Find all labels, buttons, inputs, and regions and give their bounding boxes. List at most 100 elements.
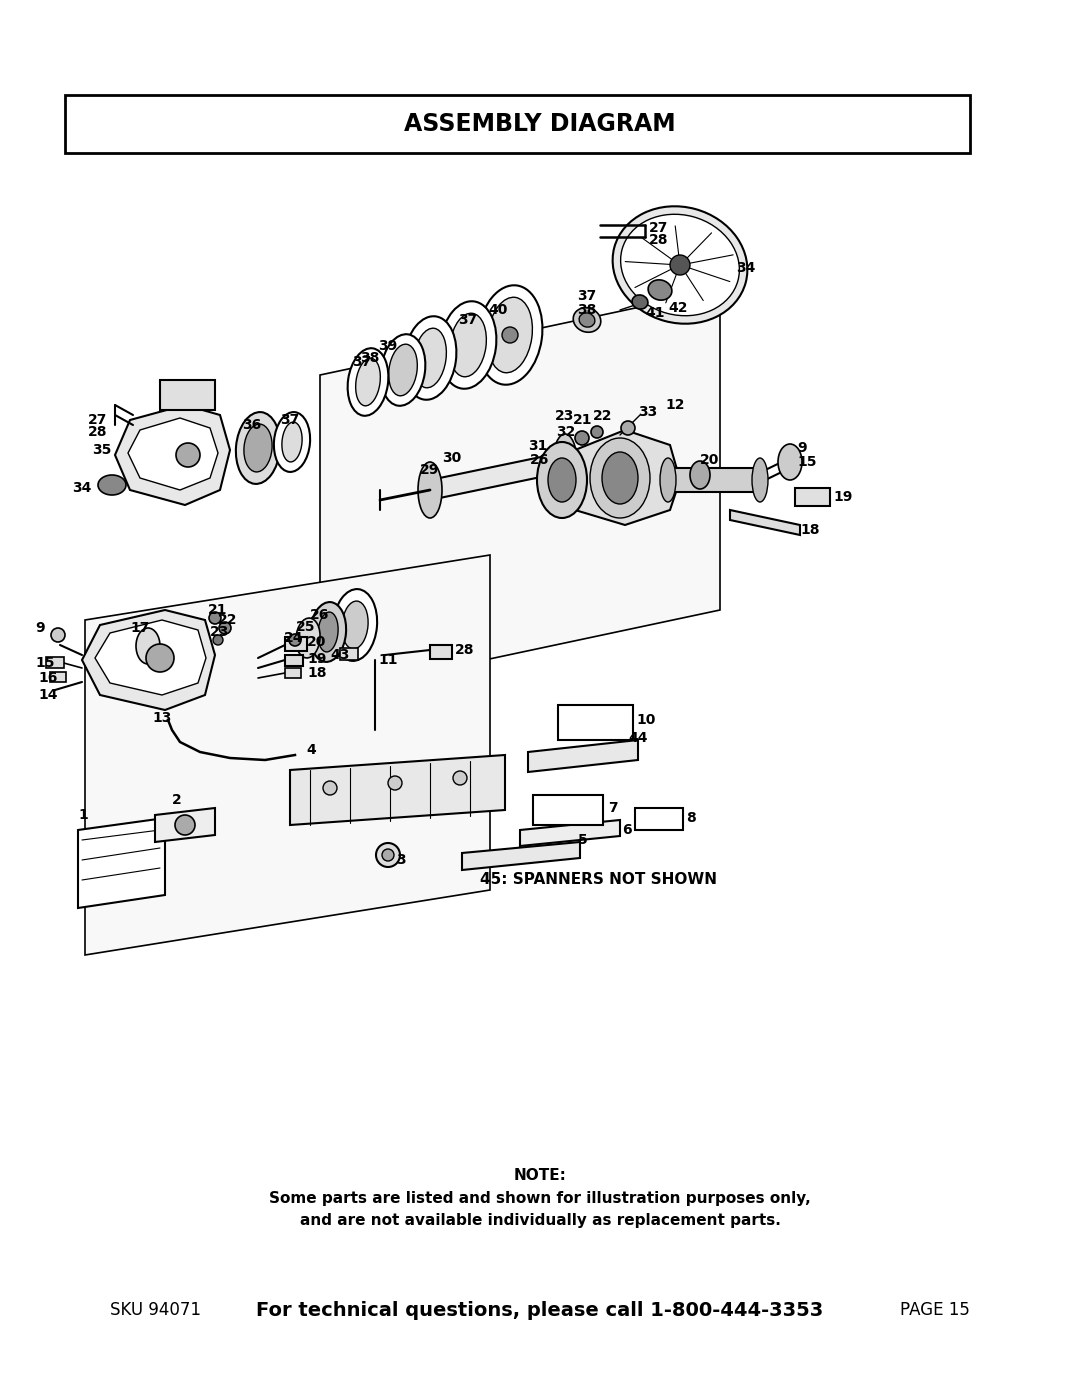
Ellipse shape bbox=[418, 462, 442, 518]
Bar bbox=[534, 795, 603, 826]
Text: 29: 29 bbox=[420, 462, 440, 476]
Ellipse shape bbox=[660, 458, 676, 502]
Text: 18: 18 bbox=[800, 522, 820, 536]
Ellipse shape bbox=[244, 425, 272, 472]
Text: 11: 11 bbox=[378, 652, 397, 666]
Text: 19: 19 bbox=[833, 490, 852, 504]
Text: 18: 18 bbox=[307, 666, 326, 680]
Text: 12: 12 bbox=[665, 398, 685, 412]
Text: 28: 28 bbox=[87, 425, 108, 439]
Text: 13: 13 bbox=[152, 711, 172, 725]
Circle shape bbox=[382, 849, 394, 861]
Text: 30: 30 bbox=[442, 451, 461, 465]
Text: 22: 22 bbox=[593, 409, 612, 423]
Text: 21: 21 bbox=[208, 604, 228, 617]
Ellipse shape bbox=[282, 422, 302, 462]
Polygon shape bbox=[156, 807, 215, 842]
Text: 15: 15 bbox=[797, 455, 816, 469]
Text: 24: 24 bbox=[284, 631, 303, 645]
Text: 34: 34 bbox=[72, 481, 92, 495]
Text: 26: 26 bbox=[530, 453, 550, 467]
Ellipse shape bbox=[602, 453, 638, 504]
Text: 19: 19 bbox=[307, 652, 326, 666]
Ellipse shape bbox=[621, 214, 740, 316]
Text: 20: 20 bbox=[700, 453, 719, 467]
Text: 22: 22 bbox=[218, 613, 238, 627]
Bar bbox=[160, 380, 215, 409]
Ellipse shape bbox=[487, 298, 532, 373]
Ellipse shape bbox=[318, 612, 338, 652]
Text: 23: 23 bbox=[210, 624, 229, 638]
Ellipse shape bbox=[136, 629, 160, 664]
Circle shape bbox=[175, 814, 195, 835]
Text: 37: 37 bbox=[352, 355, 372, 369]
Bar bbox=[430, 645, 453, 659]
Ellipse shape bbox=[235, 412, 280, 483]
Circle shape bbox=[289, 634, 301, 645]
Text: 34: 34 bbox=[735, 261, 755, 275]
Polygon shape bbox=[730, 510, 800, 535]
Ellipse shape bbox=[752, 458, 768, 502]
Text: 21: 21 bbox=[573, 414, 593, 427]
Text: 9: 9 bbox=[797, 441, 807, 455]
Text: 38: 38 bbox=[360, 351, 379, 365]
Ellipse shape bbox=[414, 328, 446, 388]
Text: 15: 15 bbox=[35, 657, 54, 671]
Ellipse shape bbox=[573, 307, 600, 332]
Bar bbox=[50, 672, 66, 682]
Text: 31: 31 bbox=[528, 439, 548, 453]
Polygon shape bbox=[669, 468, 760, 492]
Text: 9: 9 bbox=[35, 622, 44, 636]
Polygon shape bbox=[85, 555, 490, 956]
Bar bbox=[558, 705, 633, 740]
Polygon shape bbox=[291, 754, 505, 826]
Circle shape bbox=[388, 775, 402, 789]
Circle shape bbox=[453, 771, 467, 785]
Bar bbox=[46, 657, 64, 668]
Text: 37: 37 bbox=[280, 414, 299, 427]
Ellipse shape bbox=[333, 590, 377, 661]
Text: 41: 41 bbox=[645, 306, 664, 320]
Ellipse shape bbox=[553, 434, 577, 490]
Text: 8: 8 bbox=[686, 812, 696, 826]
Circle shape bbox=[210, 612, 221, 624]
Bar bbox=[285, 655, 303, 666]
Circle shape bbox=[376, 842, 400, 868]
Text: 28: 28 bbox=[649, 233, 669, 247]
Text: 27: 27 bbox=[649, 221, 669, 235]
Ellipse shape bbox=[380, 334, 426, 405]
Polygon shape bbox=[82, 610, 215, 710]
Text: 40: 40 bbox=[488, 303, 508, 317]
Ellipse shape bbox=[648, 279, 672, 300]
Text: 28: 28 bbox=[455, 643, 474, 657]
Bar bbox=[65, 95, 970, 154]
Circle shape bbox=[51, 629, 65, 643]
Circle shape bbox=[176, 443, 200, 467]
Text: 14: 14 bbox=[38, 687, 57, 703]
Ellipse shape bbox=[537, 441, 588, 518]
Polygon shape bbox=[519, 820, 620, 847]
Ellipse shape bbox=[590, 439, 650, 518]
Circle shape bbox=[670, 256, 690, 275]
Ellipse shape bbox=[342, 601, 368, 650]
Text: ASSEMBLY DIAGRAM: ASSEMBLY DIAGRAM bbox=[404, 112, 676, 136]
Text: 27: 27 bbox=[87, 414, 107, 427]
Bar bbox=[285, 668, 301, 678]
Text: 35: 35 bbox=[92, 443, 111, 457]
Text: 43: 43 bbox=[330, 648, 349, 662]
Text: 20: 20 bbox=[307, 636, 326, 650]
Ellipse shape bbox=[548, 458, 576, 502]
Text: 37: 37 bbox=[458, 313, 477, 327]
Text: Some parts are listed and shown for illustration purposes only,: Some parts are listed and shown for illu… bbox=[269, 1190, 811, 1206]
Circle shape bbox=[213, 636, 222, 645]
Polygon shape bbox=[430, 453, 565, 500]
Ellipse shape bbox=[477, 285, 542, 384]
Ellipse shape bbox=[579, 313, 595, 327]
Polygon shape bbox=[78, 819, 165, 908]
Text: For technical questions, please call 1-800-444-3353: For technical questions, please call 1-8… bbox=[256, 1301, 824, 1320]
Ellipse shape bbox=[632, 295, 648, 309]
Ellipse shape bbox=[612, 207, 747, 324]
Ellipse shape bbox=[778, 444, 802, 481]
Polygon shape bbox=[114, 405, 230, 504]
Ellipse shape bbox=[389, 344, 417, 395]
